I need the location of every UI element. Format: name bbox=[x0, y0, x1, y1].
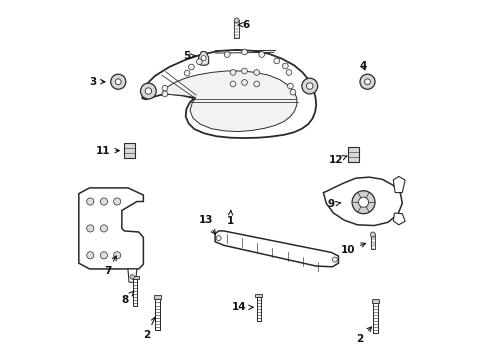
Bar bbox=[372, 303, 377, 333]
Circle shape bbox=[188, 64, 194, 70]
Circle shape bbox=[100, 252, 107, 259]
Circle shape bbox=[285, 69, 291, 75]
Bar bbox=[234, 21, 238, 39]
Circle shape bbox=[162, 91, 167, 97]
Circle shape bbox=[234, 18, 239, 23]
Bar bbox=[256, 297, 261, 320]
Circle shape bbox=[282, 63, 287, 69]
Circle shape bbox=[100, 198, 107, 205]
Polygon shape bbox=[392, 176, 405, 193]
Text: 5: 5 bbox=[183, 51, 195, 61]
Circle shape bbox=[162, 85, 167, 91]
Text: 6: 6 bbox=[238, 20, 249, 30]
Circle shape bbox=[364, 79, 369, 85]
Circle shape bbox=[130, 275, 134, 279]
Text: 2: 2 bbox=[143, 317, 155, 340]
Bar bbox=[131, 276, 138, 279]
Circle shape bbox=[115, 79, 121, 85]
Polygon shape bbox=[198, 51, 208, 65]
Text: 1: 1 bbox=[226, 210, 233, 226]
Polygon shape bbox=[162, 71, 296, 132]
Polygon shape bbox=[323, 177, 402, 226]
Text: 4: 4 bbox=[359, 61, 366, 71]
Circle shape bbox=[201, 55, 206, 60]
Polygon shape bbox=[79, 188, 143, 269]
Circle shape bbox=[258, 51, 264, 57]
Text: 7: 7 bbox=[103, 256, 116, 276]
Bar bbox=[155, 300, 160, 330]
Circle shape bbox=[253, 81, 259, 87]
Bar bbox=[371, 299, 378, 303]
Circle shape bbox=[86, 252, 94, 259]
Text: 13: 13 bbox=[198, 215, 215, 234]
Circle shape bbox=[253, 69, 259, 75]
Circle shape bbox=[358, 197, 368, 207]
Circle shape bbox=[241, 68, 247, 74]
Circle shape bbox=[113, 198, 121, 205]
Polygon shape bbox=[215, 231, 338, 267]
Bar bbox=[124, 143, 135, 158]
Text: 3: 3 bbox=[89, 77, 105, 87]
Circle shape bbox=[140, 83, 156, 99]
Circle shape bbox=[289, 89, 295, 95]
Circle shape bbox=[113, 252, 121, 259]
Circle shape bbox=[110, 74, 125, 89]
Circle shape bbox=[230, 69, 235, 75]
Text: 2: 2 bbox=[356, 327, 371, 344]
Circle shape bbox=[230, 81, 235, 87]
Circle shape bbox=[241, 80, 247, 85]
Bar bbox=[154, 296, 161, 300]
Circle shape bbox=[241, 49, 247, 55]
Circle shape bbox=[86, 198, 94, 205]
Circle shape bbox=[359, 74, 374, 89]
Text: 12: 12 bbox=[328, 155, 346, 165]
Circle shape bbox=[86, 225, 94, 232]
Circle shape bbox=[273, 58, 279, 64]
Circle shape bbox=[351, 191, 374, 214]
Bar bbox=[133, 279, 137, 306]
Circle shape bbox=[145, 88, 151, 94]
Polygon shape bbox=[392, 213, 405, 225]
Circle shape bbox=[184, 70, 190, 76]
Text: 10: 10 bbox=[340, 243, 365, 255]
Circle shape bbox=[301, 78, 317, 94]
Circle shape bbox=[369, 232, 375, 237]
Text: 14: 14 bbox=[231, 302, 253, 312]
Text: 11: 11 bbox=[96, 145, 119, 156]
Text: 9: 9 bbox=[327, 199, 340, 210]
Polygon shape bbox=[142, 50, 316, 138]
Circle shape bbox=[306, 83, 312, 89]
Bar bbox=[370, 234, 374, 249]
Circle shape bbox=[287, 83, 293, 89]
Circle shape bbox=[196, 59, 202, 64]
Circle shape bbox=[100, 225, 107, 232]
Bar bbox=[255, 294, 262, 297]
Bar bbox=[347, 147, 358, 162]
Circle shape bbox=[224, 51, 230, 57]
Circle shape bbox=[216, 235, 221, 240]
Circle shape bbox=[332, 257, 337, 262]
Polygon shape bbox=[128, 269, 137, 282]
Text: 8: 8 bbox=[122, 291, 134, 305]
